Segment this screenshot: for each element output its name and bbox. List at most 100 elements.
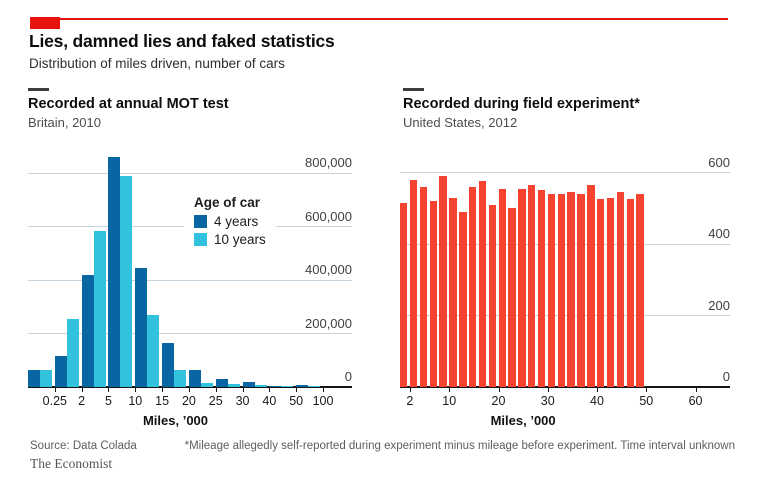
bar-mileage-bin bbox=[587, 185, 595, 387]
bar-mileage-bin bbox=[488, 204, 497, 387]
bar-mileage-bin bbox=[626, 199, 634, 387]
bar-4-years bbox=[135, 267, 148, 387]
x-tick bbox=[323, 388, 324, 392]
x-tick bbox=[162, 388, 164, 392]
x-axis-label: 40 bbox=[262, 394, 277, 408]
x-tick bbox=[547, 388, 549, 392]
y-axis-label: 200 bbox=[708, 297, 730, 313]
legend-item: 10 years bbox=[194, 232, 266, 247]
gridline bbox=[28, 279, 352, 281]
x-tick bbox=[409, 388, 411, 392]
footnote: *Mileage allegedly self-reported during … bbox=[184, 440, 735, 452]
y-axis-label: 400 bbox=[708, 226, 730, 242]
bar-10-years bbox=[66, 318, 79, 387]
page-subtitle: Distribution of miles driven, number of … bbox=[29, 56, 285, 71]
bar-mileage-bin bbox=[577, 193, 585, 387]
bar-mileage-bin bbox=[419, 186, 428, 387]
panel-title: Recorded during field experiment* bbox=[403, 96, 640, 112]
x-axis-label: 2 bbox=[406, 394, 414, 408]
mot-histogram-chart: 800,000 600,000 400,000 200,000 0 0.25 2 5 10 15 2… bbox=[28, 150, 352, 428]
x-axis-label: 0.25 bbox=[42, 394, 67, 408]
bar-4-years bbox=[54, 356, 67, 387]
panel-subtitle: United States, 2012 bbox=[403, 115, 518, 130]
bar-4-years bbox=[296, 384, 309, 387]
bar-10-years bbox=[227, 384, 240, 387]
bar-mileage-bin bbox=[547, 193, 556, 387]
x-tick bbox=[81, 388, 83, 392]
x-tick bbox=[108, 388, 110, 392]
legend-label: 4 years bbox=[214, 214, 259, 229]
bar-mileage-bin bbox=[459, 211, 467, 387]
x-tick bbox=[54, 388, 56, 392]
bar-mileage-bin bbox=[400, 202, 408, 387]
x-axis-label: 10 bbox=[442, 394, 457, 408]
bar-mileage-bin bbox=[518, 188, 526, 387]
panel-dash bbox=[403, 88, 424, 91]
panel-title: Recorded at annual MOT test bbox=[28, 96, 229, 112]
bar-10-years bbox=[93, 230, 106, 387]
x-axis-title: Miles, ’000 bbox=[490, 413, 556, 428]
bar-mileage-bin bbox=[606, 197, 615, 387]
bar-4-years bbox=[28, 369, 40, 387]
x-axis-label: 30 bbox=[235, 394, 250, 408]
bar-mileage-bin bbox=[537, 190, 546, 387]
bar-mileage-bin bbox=[449, 197, 457, 387]
bar-10-years bbox=[281, 385, 294, 387]
bar-mileage-bin bbox=[636, 193, 644, 387]
bar-10-years bbox=[174, 369, 187, 387]
x-tick bbox=[242, 388, 244, 392]
source-note: Source: Data Colada bbox=[30, 440, 137, 452]
brand-signature: The Economist bbox=[30, 456, 113, 471]
bar-10-years bbox=[308, 385, 321, 387]
legend: Age of car 4 years 10 years bbox=[184, 192, 276, 251]
y-axis-label: 600,000 bbox=[305, 208, 352, 224]
bar-mileage-bin bbox=[478, 181, 487, 387]
page-title: Lies, damned lies and faked statistics bbox=[29, 31, 335, 51]
panel-subtitle: Britain, 2010 bbox=[28, 115, 101, 130]
y-axis-label: 0 bbox=[344, 369, 352, 384]
bar-mileage-bin bbox=[567, 192, 575, 387]
x-axis-label: 25 bbox=[208, 394, 223, 408]
bar-mileage-bin bbox=[409, 179, 418, 387]
legend-swatch-10-years bbox=[194, 233, 207, 246]
bar-10-years bbox=[40, 369, 52, 387]
footer: Source: Data Colada *Mileage allegedly s… bbox=[30, 440, 735, 452]
bar-4-years bbox=[269, 385, 282, 387]
x-axis-label: 20 bbox=[491, 394, 506, 408]
bar-mileage-bin bbox=[597, 199, 605, 387]
legend-swatch-4-years bbox=[194, 215, 207, 228]
x-axis-label: 2 bbox=[78, 394, 86, 408]
bar-4-years bbox=[81, 274, 94, 387]
bar-mileage-bin bbox=[616, 192, 625, 387]
x-axis-label: 5 bbox=[104, 394, 112, 408]
bar-mileage-bin bbox=[508, 208, 516, 387]
x-axis-label: 10 bbox=[128, 394, 143, 408]
bar-4-years bbox=[108, 156, 121, 387]
gridline bbox=[28, 172, 352, 174]
x-tick bbox=[498, 388, 500, 392]
y-axis-label: 0 bbox=[722, 369, 730, 384]
bar-mileage-bin bbox=[498, 188, 506, 387]
bar-4-years bbox=[188, 369, 201, 387]
top-red-rule bbox=[30, 18, 728, 20]
x-axis-label: 30 bbox=[540, 394, 555, 408]
bar-10-years bbox=[200, 382, 213, 387]
bar-4-years bbox=[162, 342, 175, 387]
x-tick bbox=[188, 388, 190, 392]
gridline bbox=[400, 172, 730, 174]
x-axis-label: 40 bbox=[590, 394, 604, 408]
y-axis-label: 600 bbox=[708, 154, 730, 170]
x-tick bbox=[135, 388, 137, 392]
x-axis-title: Miles, ’000 bbox=[142, 413, 209, 428]
bar-10-years bbox=[147, 314, 160, 387]
bar-mileage-bin bbox=[439, 176, 447, 387]
x-axis-label: 50 bbox=[289, 394, 304, 408]
legend-item: 4 years bbox=[194, 214, 266, 229]
y-axis-label: 200,000 bbox=[305, 315, 352, 331]
x-axis-label: 15 bbox=[155, 394, 170, 408]
bar-10-years bbox=[254, 385, 267, 387]
x-tick bbox=[296, 388, 298, 392]
x-tick bbox=[646, 388, 648, 392]
legend-title: Age of car bbox=[194, 195, 261, 210]
